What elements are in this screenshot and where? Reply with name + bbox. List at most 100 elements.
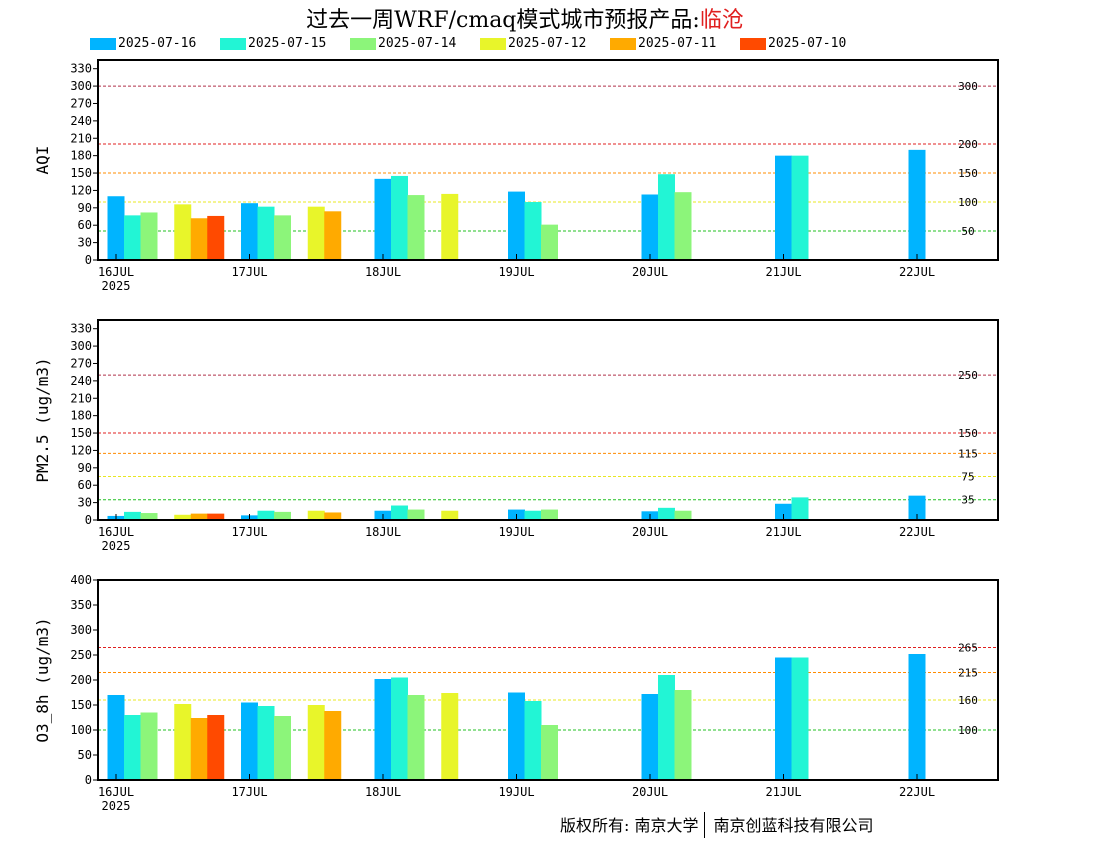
x-tick-label: 20JUL xyxy=(632,265,668,279)
chart-title: 过去一周WRF/cmaq模式城市预报产品:临沧 xyxy=(0,2,1050,34)
y-tick-label: 330 xyxy=(70,62,92,76)
y-tick-label: 150 xyxy=(70,166,92,180)
chart-panel: 265 215 160 100 0 50 100 150 200 250 300 350 400 16JU… xyxy=(33,573,999,813)
bar xyxy=(541,509,558,520)
plot-frame xyxy=(97,59,999,261)
threshold-label: 300 xyxy=(958,80,978,93)
x-tick-label: 19JUL xyxy=(498,785,534,799)
legend-label: 2025-07-15 xyxy=(248,36,327,51)
bar xyxy=(207,715,225,780)
x-tick-label: 16JUL xyxy=(98,785,134,799)
y-tick-label: 270 xyxy=(70,356,92,370)
bar xyxy=(174,514,192,520)
y-tick-label: 150 xyxy=(70,426,92,440)
bar xyxy=(107,695,125,780)
y-tick-label: 300 xyxy=(70,339,92,353)
chart-panel: 250 150 115 75 35 0 30 60 90 120 150 180 210 240 270 30… xyxy=(33,319,999,553)
y-tick-label: 0 xyxy=(85,253,92,267)
legend-label: 2025-07-12 xyxy=(508,36,587,51)
bar xyxy=(124,215,141,260)
x-year-label: 2025 xyxy=(102,799,131,813)
x-tick-label: 22JUL xyxy=(899,265,935,279)
y-axis-label: PM2.5 (ug/m3) xyxy=(33,357,52,482)
legend-swatch xyxy=(480,38,506,50)
chart-panel: 300 200 150 100 50 0 30 60 90 120 150 180 210 240 270 3… xyxy=(33,59,999,293)
bar xyxy=(441,510,459,520)
bar xyxy=(257,510,275,520)
bar xyxy=(207,215,225,260)
bar xyxy=(641,194,659,260)
bar xyxy=(391,505,408,520)
bar xyxy=(508,692,525,780)
footer-separator xyxy=(704,811,706,838)
bar xyxy=(791,155,809,260)
y-tick-label: 50 xyxy=(78,748,92,762)
x-tick-label: 17JUL xyxy=(231,525,267,539)
y-tick-label: 30 xyxy=(78,496,92,510)
title-main: 过去一周WRF/cmaq模式城市预报产品: xyxy=(306,8,700,33)
bar xyxy=(391,175,408,260)
threshold-label: 115 xyxy=(958,447,978,460)
y-tick-label: 90 xyxy=(78,201,92,215)
bar xyxy=(174,704,192,780)
x-tick-label: 19JUL xyxy=(498,265,534,279)
y-tick-label: 210 xyxy=(70,131,92,145)
threshold-label: 250 xyxy=(958,369,978,382)
threshold-label: 50 xyxy=(961,225,974,238)
y-tick-label: 90 xyxy=(78,461,92,475)
y-tick-label: 120 xyxy=(70,183,92,197)
bar xyxy=(674,690,692,780)
y-tick-label: 150 xyxy=(70,698,92,712)
bar xyxy=(241,702,258,780)
y-tick-label: 330 xyxy=(70,322,92,336)
bar xyxy=(391,677,408,780)
bar xyxy=(307,206,325,260)
y-tick-label: 300 xyxy=(70,623,92,637)
threshold-label: 215 xyxy=(958,667,978,680)
x-tick-label: 20JUL xyxy=(632,525,668,539)
x-tick-label: 18JUL xyxy=(365,785,401,799)
y-tick-label: 300 xyxy=(70,79,92,93)
x-tick-label: 16JUL xyxy=(98,525,134,539)
bar xyxy=(674,510,692,520)
legend-label: 2025-07-16 xyxy=(118,36,197,51)
bar xyxy=(658,507,675,520)
legend-swatch xyxy=(740,38,766,50)
y-tick-label: 200 xyxy=(70,673,92,687)
footer-right: 南京创蓝科技有限公司 xyxy=(713,816,874,835)
bar xyxy=(324,211,342,260)
plot-frame xyxy=(97,319,999,521)
bar xyxy=(674,192,692,260)
bar xyxy=(324,512,342,520)
x-tick-label: 20JUL xyxy=(632,785,668,799)
threshold-label: 100 xyxy=(958,724,978,737)
y-tick-label: 100 xyxy=(70,723,92,737)
bar xyxy=(190,513,208,520)
bar xyxy=(658,675,675,780)
bar xyxy=(441,193,459,260)
threshold-label: 150 xyxy=(958,167,978,180)
threshold-label: 265 xyxy=(958,642,978,655)
x-tick-label: 22JUL xyxy=(899,785,935,799)
bar xyxy=(274,215,291,260)
x-tick-label: 22JUL xyxy=(899,525,935,539)
bar xyxy=(107,196,125,260)
title-city: 临沧 xyxy=(699,8,744,33)
y-tick-label: 60 xyxy=(78,218,92,232)
y-tick-label: 120 xyxy=(70,443,92,457)
bar xyxy=(508,191,525,260)
legend-swatch xyxy=(610,38,636,50)
threshold-label: 160 xyxy=(958,694,978,707)
bar xyxy=(307,705,325,780)
bar xyxy=(541,725,558,780)
legend-label: 2025-07-10 xyxy=(768,36,847,51)
x-tick-label: 17JUL xyxy=(231,785,267,799)
bar xyxy=(524,510,542,520)
bar xyxy=(441,693,459,780)
bar xyxy=(140,513,158,520)
bar xyxy=(524,701,542,780)
threshold-label: 100 xyxy=(958,196,978,209)
bar xyxy=(791,657,809,780)
y-tick-label: 210 xyxy=(70,391,92,405)
